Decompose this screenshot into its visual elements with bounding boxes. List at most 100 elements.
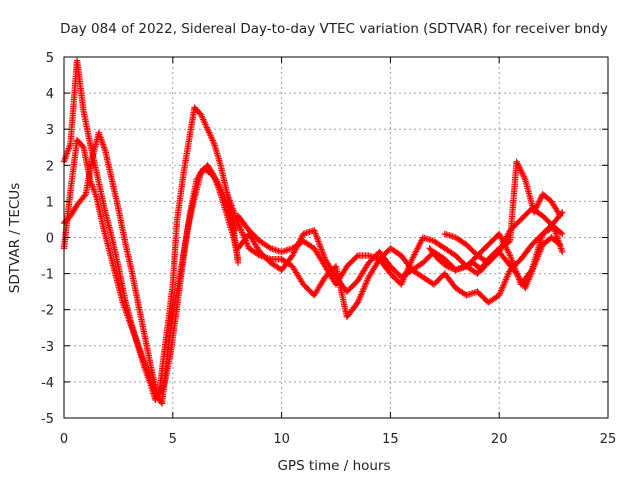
axis-ticks: 0 5 10 15 20 25 -5 -4 -3 -2 -1 0 1 2 3 4 5 — [41, 51, 616, 447]
data-point — [533, 203, 541, 210]
data-point — [412, 249, 419, 257]
data-point — [506, 250, 513, 258]
data-point — [502, 234, 510, 242]
data-point — [505, 249, 512, 256]
data-point — [363, 278, 370, 286]
series-track-4 — [234, 209, 566, 306]
data-point — [516, 164, 523, 171]
data-point — [513, 158, 520, 165]
data-point — [504, 271, 512, 278]
data-point — [499, 242, 506, 249]
data-point — [238, 229, 246, 236]
data-point — [443, 263, 451, 270]
series-track-8 — [441, 205, 566, 266]
data-point — [399, 278, 406, 285]
series-track-1 — [60, 57, 242, 404]
data-marks — [60, 57, 566, 407]
data-point — [559, 230, 566, 238]
data-point — [517, 167, 525, 174]
y-tick-label: -2 — [41, 304, 54, 319]
data-point — [358, 289, 366, 297]
data-point — [497, 288, 504, 296]
y-axis-label: SDTVAR / TECUs — [7, 183, 23, 293]
data-point — [455, 265, 462, 272]
data-point — [453, 266, 461, 273]
data-point — [357, 291, 365, 298]
data-point — [501, 237, 508, 245]
data-point — [243, 238, 250, 246]
y-tick-label: -1 — [41, 268, 54, 283]
data-point — [535, 198, 543, 205]
data-point — [556, 211, 563, 218]
data-point — [400, 276, 407, 283]
data-point — [360, 286, 367, 294]
data-point — [503, 233, 511, 240]
x-tick-label: 15 — [382, 432, 399, 447]
data-point — [449, 265, 456, 272]
data-point — [241, 234, 248, 241]
data-point — [556, 241, 564, 248]
data-point — [504, 273, 511, 280]
data-point — [415, 242, 423, 249]
data-point — [360, 285, 368, 292]
x-axis-label: GPS time / hours — [277, 458, 390, 474]
data-point — [500, 281, 508, 288]
data-point — [408, 257, 415, 264]
data-point — [458, 264, 465, 271]
data-point — [243, 240, 251, 247]
data-point — [409, 254, 417, 261]
data-point — [445, 263, 452, 271]
data-point — [415, 243, 422, 250]
data-point — [410, 252, 417, 260]
data-point — [235, 221, 242, 228]
data-point — [357, 292, 364, 300]
data-point — [519, 172, 527, 179]
data-point — [504, 231, 511, 239]
data-point — [354, 299, 361, 306]
data-point — [408, 255, 416, 263]
x-tick-label: 10 — [273, 432, 290, 447]
data-point — [413, 246, 421, 254]
data-point — [459, 263, 467, 271]
data-point — [461, 263, 468, 270]
data-point — [364, 277, 371, 284]
data-point — [416, 240, 424, 247]
data-point — [503, 274, 510, 282]
x-tick-label: 5 — [169, 432, 177, 447]
x-tick-label: 25 — [600, 432, 617, 447]
data-point — [556, 212, 564, 220]
data-point — [417, 238, 424, 246]
data-point — [81, 192, 88, 199]
data-point — [79, 142, 86, 150]
data-point — [456, 264, 464, 272]
data-point — [521, 175, 528, 182]
data-point — [362, 280, 370, 287]
data-point — [500, 239, 508, 246]
y-tick-label: 3 — [46, 123, 54, 138]
data-point — [242, 237, 249, 244]
data-point — [496, 230, 503, 238]
data-point — [501, 279, 508, 286]
data-point — [502, 277, 509, 285]
data-point — [232, 227, 240, 234]
data-point — [402, 270, 410, 277]
data-point — [518, 169, 525, 176]
data-point — [535, 200, 542, 207]
data-point — [414, 245, 421, 252]
data-point — [496, 292, 503, 299]
data-point — [361, 283, 368, 290]
data-point — [497, 245, 504, 253]
y-tick-label: 1 — [46, 195, 54, 210]
y-tick-label: 5 — [46, 51, 54, 66]
data-point — [519, 170, 526, 177]
x-tick-label: 0 — [60, 432, 68, 447]
y-tick-label: -3 — [41, 340, 54, 355]
y-tick-label: -4 — [41, 376, 54, 391]
y-tick-label: -5 — [41, 412, 54, 427]
data-point — [290, 250, 297, 258]
data-point — [498, 285, 506, 293]
data-point — [362, 281, 369, 289]
data-point — [241, 235, 249, 243]
data-point — [555, 240, 563, 247]
